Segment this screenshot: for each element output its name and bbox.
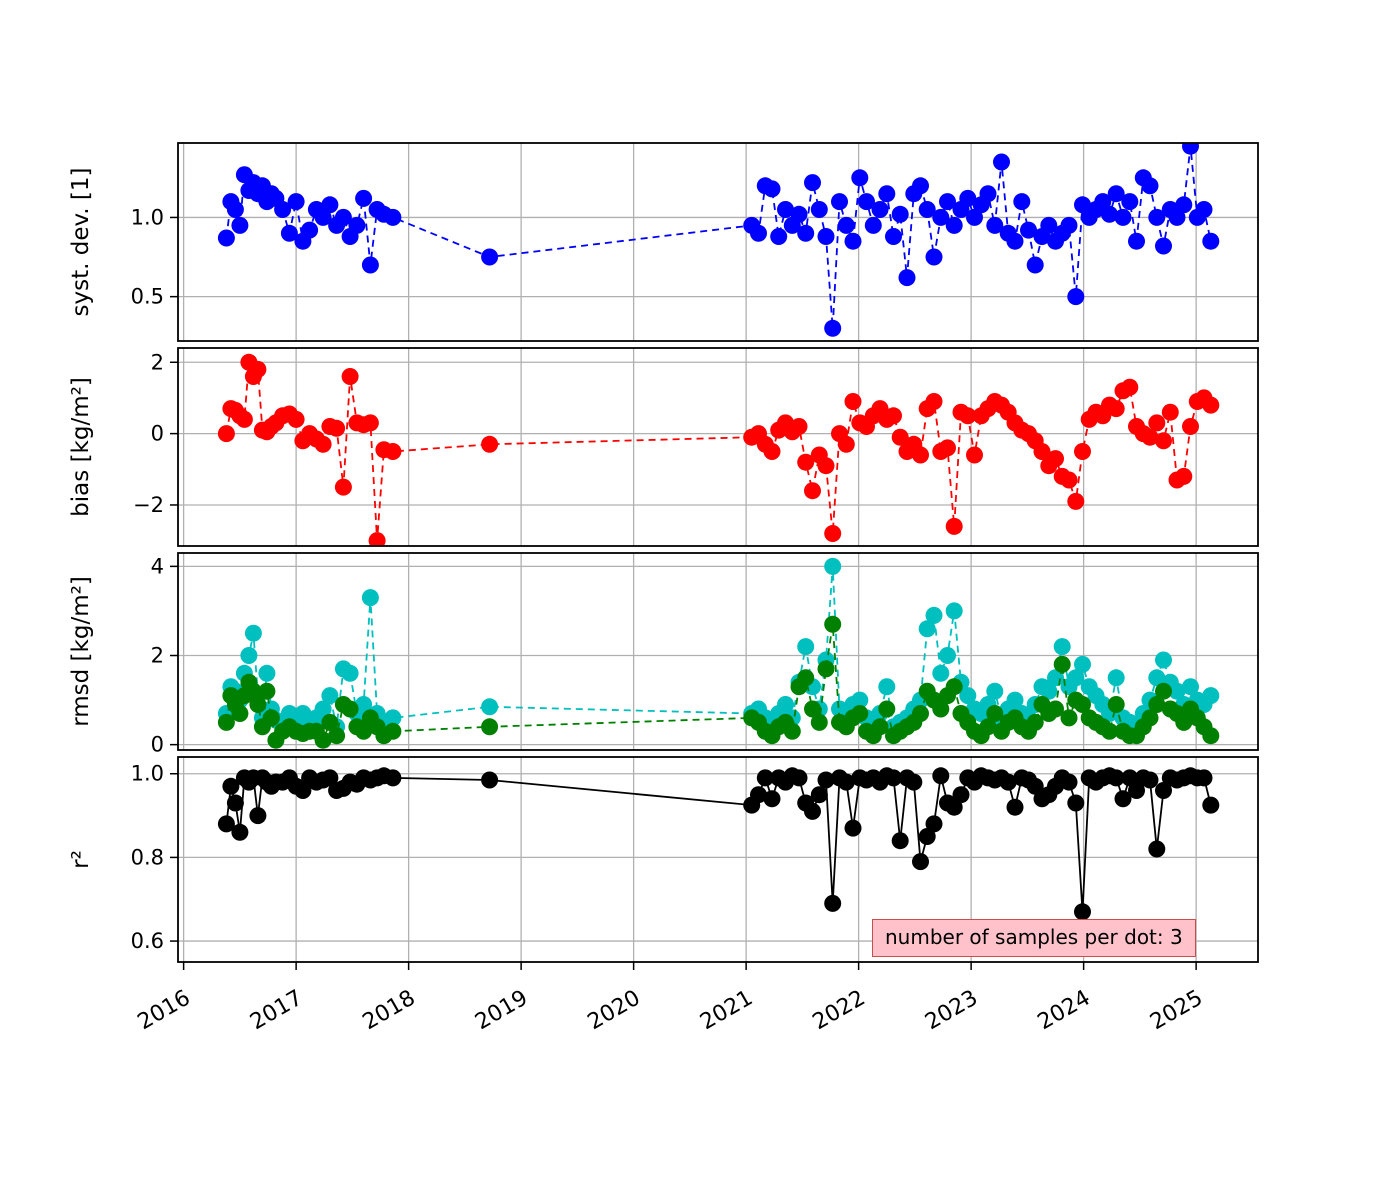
x-tick-label: 2024: [1034, 986, 1095, 1036]
gridlines: [178, 143, 1258, 341]
gridlines: [178, 553, 1258, 750]
y-tick-label: 0: [151, 733, 164, 757]
x-tick-label: 2022: [809, 986, 870, 1036]
panel-r_squared: 0.6 0.8 1.0 r²: [68, 756, 1259, 963]
y-tick-label: 1.0: [131, 762, 164, 786]
series-area: [217, 767, 1220, 921]
panel-border: [177, 347, 1259, 547]
y-tick-label: 0.6: [131, 929, 164, 953]
y-axis-label: r²: [68, 850, 94, 869]
series-area: [217, 143, 1220, 337]
y-tick-label: 0: [151, 422, 164, 446]
y-tick-label: 2: [151, 350, 164, 374]
panel-rmsd: 0 2 4 rmsd [kg/m²]: [68, 552, 1259, 757]
gridlines: [178, 348, 1258, 546]
panel-border: [177, 142, 1259, 342]
y-axis-label: syst. dev. [1]: [68, 168, 94, 317]
x-tick-label: 2023: [921, 986, 982, 1036]
x-tick-label: 2017: [246, 986, 307, 1036]
x-tick-label: 2019: [471, 986, 532, 1036]
series-bias-line: [225, 362, 1212, 541]
series-area: [217, 557, 1220, 749]
y-axis-label: bias [kg/m²]: [68, 377, 94, 517]
x-tick-label: 2020: [584, 986, 645, 1036]
x-tick-label: 2025: [1146, 986, 1207, 1036]
x-axis: 2016 2017 2018 2019 2020 2021 2022 2023 2024 2025: [134, 962, 1207, 1035]
panel-syst_dev: 0.5 1.0 syst. dev. [1]: [68, 142, 1259, 342]
y-tick-label: 1.0: [131, 205, 164, 229]
samples-annotation-text: number of samples per dot: 3: [885, 925, 1183, 949]
panel-border: [177, 756, 1259, 963]
samples-annotation: number of samples per dot: 3: [872, 919, 1196, 957]
y-tick-label: −2: [133, 493, 164, 517]
y-tick-label: 4: [151, 554, 164, 578]
y-tick-label: 0.8: [131, 845, 164, 869]
x-tick-label: 2018: [359, 986, 420, 1036]
series-rmsd_secondary-markers: [217, 615, 1220, 749]
panel-border: [177, 552, 1259, 751]
series-r_squared-markers: [217, 767, 1220, 921]
x-tick-label: 2016: [134, 986, 195, 1036]
series-r_squared-line: [225, 774, 1212, 912]
x-tick-label: 2021: [696, 986, 757, 1036]
series-syst_dev-markers: [217, 143, 1220, 337]
y-tick-label: 2: [151, 644, 164, 668]
series-bias-markers: [217, 353, 1220, 546]
y-axis-label: rmsd [kg/m²]: [68, 576, 94, 727]
panel-bias: −2 0 2 bias [kg/m²]: [68, 347, 1259, 547]
series-area: [217, 353, 1220, 546]
y-tick-label: 0.5: [131, 285, 164, 309]
